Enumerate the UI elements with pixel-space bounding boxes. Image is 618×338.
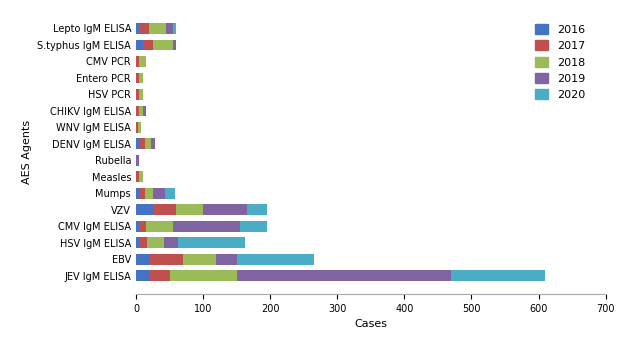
Bar [451,270,545,281]
Bar [139,221,146,232]
Bar [139,56,146,67]
Bar [147,238,164,248]
Bar [237,270,451,281]
Bar [173,221,240,232]
Y-axis label: AES Agents: AES Agents [22,120,32,184]
Bar [139,188,145,199]
Bar [150,270,169,281]
Bar [139,139,145,149]
Bar [139,73,143,83]
Bar [136,73,139,83]
Bar [150,254,183,265]
Bar [136,122,138,133]
Bar [136,238,139,248]
Bar [139,171,143,182]
Bar [153,40,173,50]
Bar [143,105,146,116]
X-axis label: Cases: Cases [354,319,387,329]
Bar [165,188,175,199]
Bar [136,155,139,166]
Bar [136,139,139,149]
Bar [169,270,237,281]
Bar [136,270,150,281]
Bar [136,56,139,67]
Bar [153,204,176,215]
Bar [138,122,142,133]
Bar [139,23,150,34]
Bar [136,204,153,215]
Bar [136,171,139,182]
Bar [139,89,143,100]
Bar [145,139,151,149]
Bar [237,254,314,265]
Bar [139,238,147,248]
Bar [136,254,150,265]
Bar [177,238,245,248]
Bar [176,204,203,215]
Bar [136,40,143,50]
Bar [153,188,165,199]
Bar [240,221,267,232]
Bar [183,254,216,265]
Bar [150,23,166,34]
Bar [136,23,139,34]
Bar [136,89,139,100]
Bar [173,23,176,34]
Bar [164,238,177,248]
Bar [136,221,139,232]
Bar [146,221,173,232]
Bar [143,40,153,50]
Bar [203,204,247,215]
Bar [216,254,237,265]
Bar [247,204,267,215]
Bar [136,188,139,199]
Bar [139,105,143,116]
Bar [166,23,173,34]
Bar [145,188,153,199]
Bar [173,40,176,50]
Legend: 2016, 2017, 2018, 2019, 2020: 2016, 2017, 2018, 2019, 2020 [529,19,591,106]
Bar [136,105,139,116]
Bar [151,139,154,149]
